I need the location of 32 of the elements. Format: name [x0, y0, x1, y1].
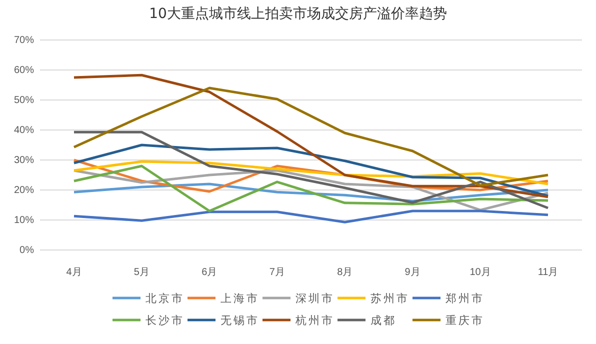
- x-tick-label: 10月: [470, 267, 491, 278]
- line-series: [72, 130, 550, 210]
- legend-label: 郑州市: [446, 292, 484, 305]
- x-tick-label: 6月: [202, 267, 218, 278]
- chart-title: 10大重点城市线上拍卖市场成交房产溢价率趋势: [149, 6, 447, 22]
- legend-label: 成都: [370, 314, 396, 327]
- legend-label: 苏州市: [370, 292, 410, 305]
- y-tick-label: 40%: [14, 125, 34, 136]
- x-tick-label: 9月: [404, 267, 420, 278]
- x-tick-label: 8月: [337, 267, 353, 278]
- line-series: [72, 210, 550, 224]
- y-tick-label: 0%: [20, 245, 34, 256]
- x-tick-label: 4月: [66, 267, 82, 278]
- y-tick-label: 10%: [14, 215, 34, 226]
- x-tick-label: 7月: [269, 267, 285, 278]
- y-tick-label: 60%: [14, 65, 34, 76]
- legend-label: 长沙市: [146, 314, 184, 327]
- y-tick-label: 70%: [14, 35, 34, 46]
- legend-label: 深圳市: [296, 292, 334, 305]
- line-series: [72, 74, 550, 198]
- y-tick-label: 50%: [14, 95, 34, 106]
- legend-label: 上海市: [220, 292, 260, 305]
- line-series: [72, 144, 550, 198]
- x-tick-label: 11月: [538, 267, 558, 278]
- line-series: [72, 86, 550, 187]
- y-tick-label: 20%: [14, 185, 34, 196]
- x-tick-label: 5月: [134, 267, 150, 278]
- legend-label: 杭州市: [294, 314, 334, 327]
- legend-label: 重庆市: [446, 314, 484, 327]
- legend-label: 无锡市: [220, 314, 260, 327]
- y-tick-label: 30%: [14, 155, 34, 166]
- legend-label: 北京市: [146, 292, 184, 305]
